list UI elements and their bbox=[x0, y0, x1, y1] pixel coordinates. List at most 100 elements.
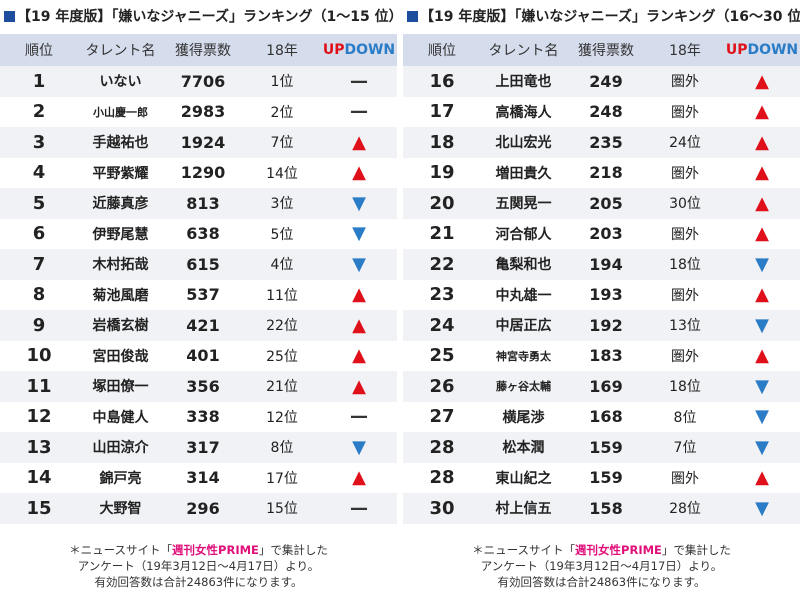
votes: 183 bbox=[566, 340, 646, 371]
ranking-row: 23 中丸雄一 193 圏外 ▲ bbox=[403, 279, 800, 310]
talent-name: 松本潤 bbox=[481, 432, 566, 463]
change-indicator: ▼ bbox=[724, 310, 800, 341]
talent-name: 中丸雄一 bbox=[481, 279, 566, 310]
rank: 24 bbox=[403, 310, 481, 341]
votes: 537 bbox=[163, 279, 243, 310]
previous-rank: 圏外 bbox=[646, 340, 724, 371]
previous-rank: 圏外 bbox=[646, 279, 724, 310]
votes: 168 bbox=[566, 401, 646, 432]
votes: 249 bbox=[566, 66, 646, 97]
previous-rank: 3位 bbox=[243, 188, 321, 219]
title-text: 【19 年度版】「嫌いなジャニーズ」ランキング（16～30 位） bbox=[420, 9, 800, 25]
footnote-text: ＊ニュースサイト「 bbox=[472, 543, 576, 557]
votes: 194 bbox=[566, 249, 646, 280]
ranking-row: 21 河合郁人 203 圏外 ▲ bbox=[403, 218, 800, 249]
votes: 638 bbox=[163, 218, 243, 249]
previous-rank: 22位 bbox=[243, 310, 321, 341]
rank: 22 bbox=[403, 249, 481, 280]
ranking-row: 28 東山紀之 159 圏外 ▲ bbox=[403, 462, 800, 493]
votes: 317 bbox=[163, 432, 243, 463]
previous-rank: 5位 bbox=[243, 218, 321, 249]
change-indicator: — bbox=[321, 493, 397, 524]
previous-rank: 圏外 bbox=[646, 462, 724, 493]
talent-name: 菊池風磨 bbox=[78, 279, 163, 310]
ranking-table: 順位 タレント名 獲得票数 18年 UPDOWN 16 上田竜也 249 圏外 ▲ 17 高橋海人 24… bbox=[403, 34, 800, 524]
previous-rank: 24位 bbox=[646, 127, 724, 158]
change-indicator: ▲ bbox=[724, 96, 800, 127]
votes: 193 bbox=[566, 279, 646, 310]
header-up: UP bbox=[322, 42, 345, 58]
title-marker bbox=[407, 11, 418, 22]
column-header: 獲得票数 bbox=[566, 34, 646, 66]
votes: 401 bbox=[163, 340, 243, 371]
previous-rank: 7位 bbox=[646, 432, 724, 463]
ranking-row: 12 中島健人 338 12位 — bbox=[0, 401, 397, 432]
change-indicator: ▲ bbox=[321, 462, 397, 493]
votes: 248 bbox=[566, 96, 646, 127]
votes: 205 bbox=[566, 188, 646, 219]
ranking-row: 14 錦戸亮 314 17位 ▲ bbox=[0, 462, 397, 493]
previous-rank: 2位 bbox=[243, 96, 321, 127]
ranking-row: 24 中居正広 192 13位 ▼ bbox=[403, 310, 800, 341]
change-indicator: — bbox=[321, 96, 397, 127]
rank: 9 bbox=[0, 310, 78, 341]
ranking-row: 25 神宮寺勇太 183 圏外 ▲ bbox=[403, 340, 800, 371]
previous-rank: 圏外 bbox=[646, 96, 724, 127]
change-indicator: ▼ bbox=[321, 218, 397, 249]
column-header: 18年 bbox=[646, 34, 724, 66]
talent-name: いない bbox=[78, 66, 163, 97]
ranking-row: 18 北山宏光 235 24位 ▲ bbox=[403, 127, 800, 158]
previous-rank: 8位 bbox=[243, 432, 321, 463]
change-indicator: ▼ bbox=[321, 432, 397, 463]
column-header: 獲得票数 bbox=[163, 34, 243, 66]
talent-name: 中居正広 bbox=[481, 310, 566, 341]
votes: 2983 bbox=[163, 96, 243, 127]
rank: 1 bbox=[0, 66, 78, 97]
votes: 159 bbox=[566, 462, 646, 493]
talent-name: 塚田僚一 bbox=[78, 371, 163, 402]
ranking-row: 5 近藤真彦 813 3位 ▼ bbox=[0, 188, 397, 219]
footnote: ＊ニュースサイト「週刊女性PRIME」で集計した アンケート（19年3月12日～4… bbox=[403, 542, 800, 590]
talent-name: 河合郁人 bbox=[481, 218, 566, 249]
change-indicator: ▼ bbox=[724, 432, 800, 463]
ranking-row: 13 山田涼介 317 8位 ▼ bbox=[0, 432, 397, 463]
votes: 356 bbox=[163, 371, 243, 402]
change-indicator: ▲ bbox=[724, 340, 800, 371]
change-indicator: ▲ bbox=[724, 66, 800, 97]
rank: 15 bbox=[0, 493, 78, 524]
rank: 3 bbox=[0, 127, 78, 158]
change-indicator: ▲ bbox=[321, 310, 397, 341]
talent-name: 伊野尾慧 bbox=[78, 218, 163, 249]
talent-name: 東山紀之 bbox=[481, 462, 566, 493]
ranking-row: 27 横尾渉 168 8位 ▼ bbox=[403, 401, 800, 432]
ranking-row: 8 菊池風磨 537 11位 ▲ bbox=[0, 279, 397, 310]
ranking-row: 17 高橋海人 248 圏外 ▲ bbox=[403, 96, 800, 127]
ranking-row: 4 平野紫耀 1290 14位 ▲ bbox=[0, 157, 397, 188]
footnote-text: アンケート（19年3月12日～4月17日）より。 bbox=[77, 559, 320, 573]
talent-name: 藤ヶ谷太輔 bbox=[481, 371, 566, 402]
column-header: 順位 bbox=[403, 34, 481, 66]
change-indicator: ▲ bbox=[321, 127, 397, 158]
footnote-source: 週刊女性PRIME bbox=[575, 543, 662, 557]
rank: 19 bbox=[403, 157, 481, 188]
votes: 218 bbox=[566, 157, 646, 188]
change-indicator: ▲ bbox=[724, 279, 800, 310]
header-row: 順位 タレント名 獲得票数 18年 UPDOWN bbox=[0, 34, 397, 66]
rank: 27 bbox=[403, 401, 481, 432]
change-indicator: ▼ bbox=[321, 249, 397, 280]
talent-name: 岩橋玄樹 bbox=[78, 310, 163, 341]
header-up: UP bbox=[725, 42, 748, 58]
talent-name: 平野紫耀 bbox=[78, 157, 163, 188]
votes: 235 bbox=[566, 127, 646, 158]
votes: 338 bbox=[163, 401, 243, 432]
rank: 25 bbox=[403, 340, 481, 371]
previous-rank: 13位 bbox=[646, 310, 724, 341]
ranking-row: 2 小山慶一郎 2983 2位 — bbox=[0, 96, 397, 127]
footnote-text: ＊ニュースサイト「 bbox=[69, 543, 173, 557]
change-indicator: ▼ bbox=[724, 493, 800, 524]
previous-rank: 圏外 bbox=[646, 157, 724, 188]
previous-rank: 11位 bbox=[243, 279, 321, 310]
talent-name: 北山宏光 bbox=[481, 127, 566, 158]
rank: 30 bbox=[403, 493, 481, 524]
talent-name: 手越祐也 bbox=[78, 127, 163, 158]
